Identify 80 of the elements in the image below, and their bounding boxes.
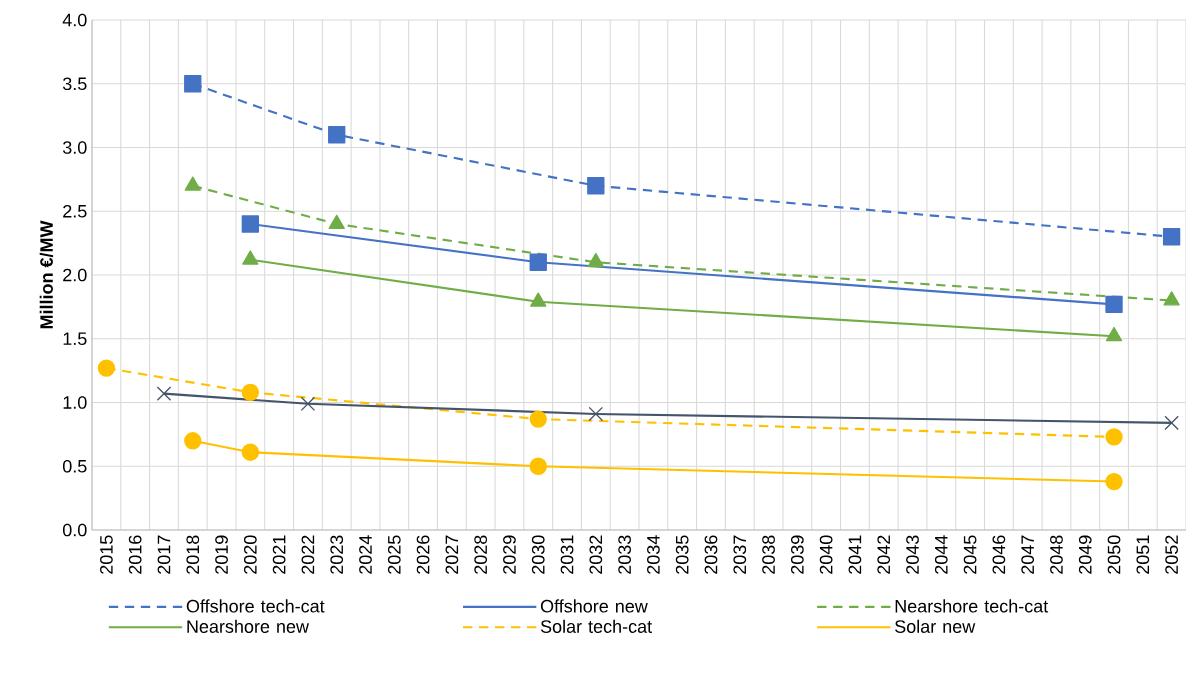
x-tick-label: 2026 — [416, 535, 430, 574]
y-tick-label: 0.5 — [62, 459, 87, 473]
point — [1164, 415, 1179, 431]
point — [156, 386, 172, 401]
x-tick-label: 2022 — [301, 535, 315, 574]
x-tick-label: 2050 — [1107, 535, 1121, 574]
point — [1105, 472, 1123, 491]
x-tick-label: 2046 — [992, 535, 1006, 574]
legend-label: Nearshore new — [187, 619, 310, 633]
x-tick-label: 2041 — [848, 535, 862, 574]
point — [588, 406, 604, 422]
x-tick-label: 2035 — [675, 535, 689, 574]
point — [184, 75, 202, 93]
x-tick-label: 2037 — [733, 535, 747, 574]
y-tick-label: 3.5 — [62, 77, 87, 91]
point — [529, 457, 547, 475]
point — [241, 215, 260, 233]
point — [97, 359, 116, 377]
y-tick-label: 2.0 — [63, 268, 87, 282]
legend-label: Offshore tech-cat — [186, 599, 325, 613]
x-tick-label: 2019 — [215, 535, 228, 574]
x-tick-label: 2049 — [1078, 535, 1092, 574]
x-tick-label: 2038 — [762, 535, 775, 574]
point — [328, 126, 346, 144]
x-tick-label: 2025 — [387, 535, 401, 574]
x-tick-label: 2036 — [704, 535, 718, 574]
point — [529, 253, 547, 271]
point — [184, 176, 201, 191]
y-tick-label: 4.0 — [62, 13, 87, 27]
point — [1105, 428, 1123, 446]
x-tick-label: 2052 — [1165, 535, 1178, 574]
point — [1105, 326, 1123, 342]
x-tick-label: 2015 — [100, 535, 113, 574]
x-tick-label: 2016 — [128, 535, 142, 574]
x-tick-label: 2018 — [186, 535, 200, 574]
point — [242, 250, 259, 265]
y-tick-label: 1.5 — [63, 332, 87, 346]
x-tick-label: 2023 — [330, 535, 344, 574]
x-tick-label: 2029 — [503, 535, 516, 574]
point — [587, 177, 605, 195]
x-tick-label: 2047 — [1021, 535, 1035, 574]
legend-label: Nearshore tech-cat — [895, 599, 1049, 613]
x-tick-label: 2039 — [790, 535, 804, 574]
x-tick-label: 2051 — [1136, 535, 1150, 574]
point — [529, 410, 547, 428]
x-tick-label: 2027 — [445, 535, 459, 574]
y-tick-label: 0.0 — [62, 523, 87, 537]
point — [1105, 295, 1123, 313]
point — [328, 214, 345, 230]
point — [241, 443, 260, 461]
x-tick-label: 2028 — [474, 535, 488, 574]
x-tick-label: 2033 — [618, 535, 631, 574]
x-tick-label: 2043 — [906, 535, 919, 574]
x-tick-label: 2034 — [647, 535, 660, 574]
point — [587, 252, 604, 268]
x-tick-label: 2044 — [934, 535, 948, 574]
point — [241, 383, 260, 401]
x-tick-label: 2032 — [589, 535, 603, 574]
legend-label: Solar new — [895, 619, 976, 633]
point — [300, 396, 316, 412]
y-tick-label: 1.0 — [63, 396, 87, 409]
legend-label: Solar tech-cat — [540, 619, 652, 633]
x-tick-label: 2017 — [157, 535, 171, 574]
y-axis-title: Million €/MW — [39, 220, 54, 329]
x-tick-label: 2040 — [819, 535, 833, 574]
point — [184, 432, 202, 450]
x-tick-label: 2042 — [877, 535, 891, 574]
point — [1163, 291, 1180, 306]
point — [530, 292, 547, 307]
x-tick-label: 2030 — [531, 535, 545, 574]
point — [1162, 228, 1181, 246]
x-tick-label: 2031 — [560, 535, 574, 574]
x-tick-label: 2020 — [243, 535, 257, 574]
legend-label: Offshore new — [540, 599, 648, 613]
x-tick-label: 2024 — [359, 535, 372, 574]
y-tick-label: 3.0 — [62, 141, 87, 154]
y-tick-label: 2.5 — [63, 204, 87, 218]
x-tick-label: 2048 — [1050, 535, 1063, 574]
x-tick-label: 2021 — [272, 535, 286, 574]
x-tick-label: 2045 — [963, 535, 977, 574]
